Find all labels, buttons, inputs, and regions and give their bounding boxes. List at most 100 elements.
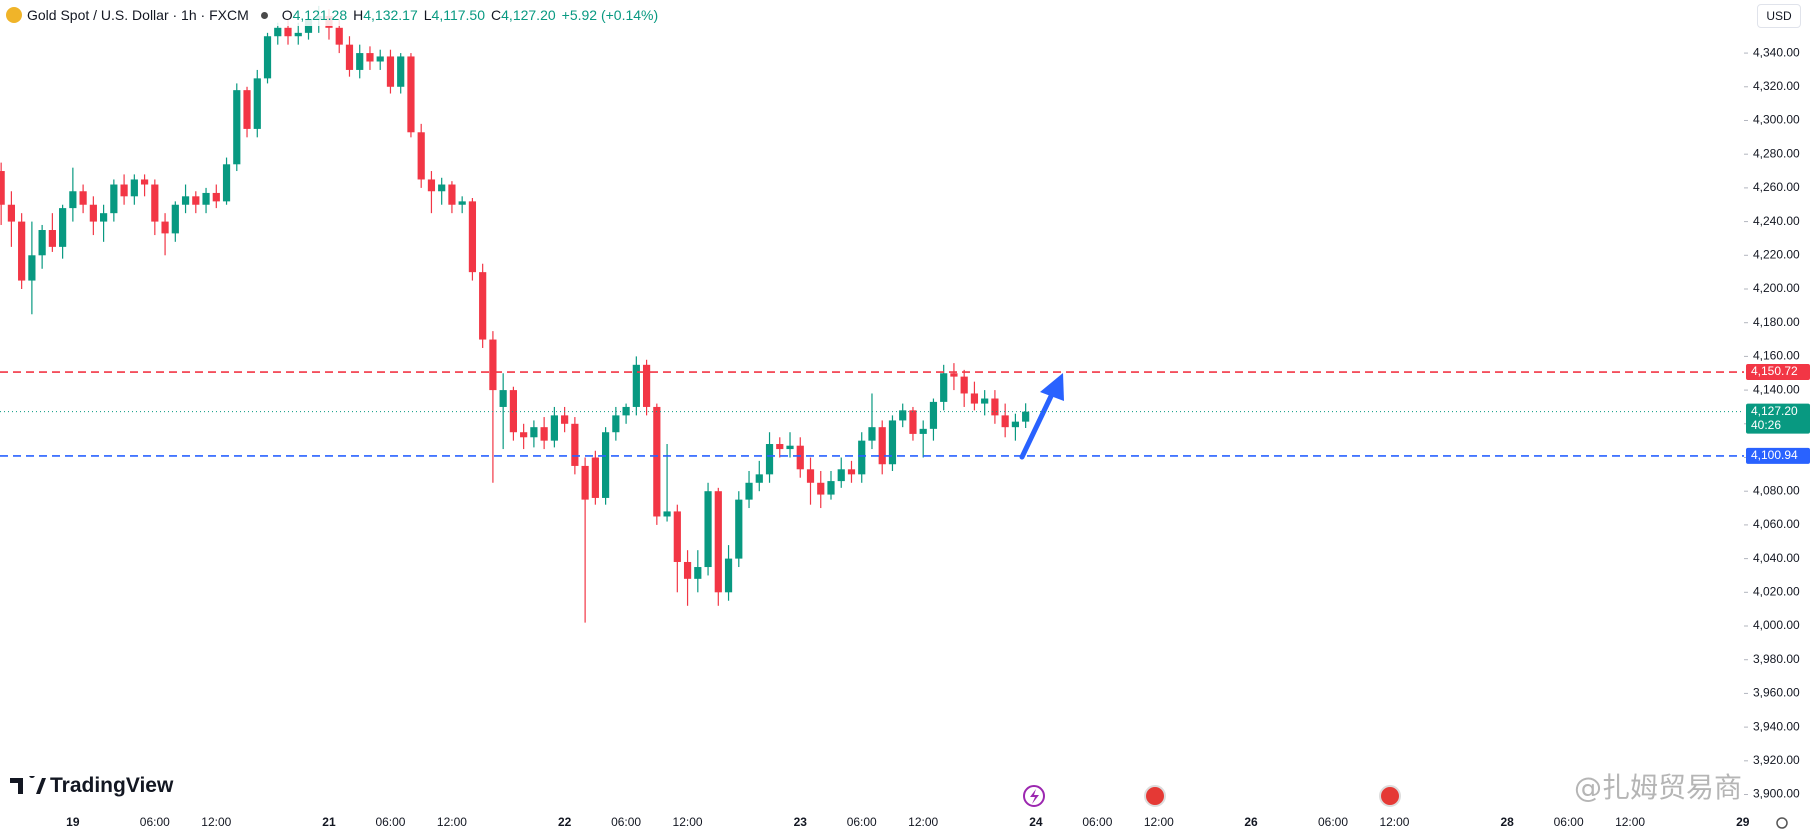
event-icon[interactable] — [1379, 785, 1401, 807]
candle-body — [602, 432, 610, 498]
x-tick-label: 22 — [558, 815, 572, 829]
x-tick-label: 12:00 — [1379, 815, 1409, 829]
event-icon[interactable] — [1144, 785, 1166, 807]
price-label: 4,150.72 — [1751, 364, 1798, 378]
candle-body — [530, 427, 538, 438]
high-value: 4,132.17 — [363, 7, 418, 23]
legend-header: Gold Spot / U.S. Dollar · 1h · FXCM O 4,1… — [6, 4, 659, 26]
open-value: 4,121.28 — [292, 7, 348, 23]
price-label-bg — [1746, 364, 1810, 381]
x-tick-label: 12:00 — [437, 815, 467, 829]
candle-body — [417, 132, 425, 180]
brand-logo[interactable]: TradingView — [10, 774, 173, 798]
candle-body — [69, 191, 77, 209]
x-tick-label: 29 — [1736, 815, 1750, 829]
watermark: @扎姆贸易商 — [1574, 771, 1743, 804]
candle-body — [981, 398, 989, 404]
candle-body — [110, 184, 118, 214]
candle-body — [796, 445, 804, 470]
symbol-name: Gold Spot / U.S. Dollar · 1h · FXCM — [27, 7, 249, 23]
candle-body — [192, 196, 200, 205]
candle-body — [745, 482, 753, 500]
x-tick-label: 06:00 — [375, 815, 405, 829]
price-label: 4,100.94 — [1751, 448, 1798, 462]
symbol-icon — [6, 7, 22, 23]
candle-body — [366, 53, 374, 62]
y-tick-label: 4,040.00 — [1753, 551, 1800, 565]
x-tick-label: 06:00 — [1082, 815, 1112, 829]
settings-icon[interactable] — [1776, 817, 1788, 829]
y-tick-label: 4,160.00 — [1753, 349, 1800, 363]
candle-body — [376, 56, 384, 62]
candle-body — [581, 465, 589, 500]
candle-body — [438, 184, 446, 192]
candle-body — [786, 445, 794, 450]
price-label: 4,127.20 — [1751, 404, 1798, 418]
candle-body — [929, 401, 938, 429]
candle-body — [28, 255, 36, 281]
x-tick-label: 06:00 — [1318, 815, 1348, 829]
candle-body — [765, 444, 774, 475]
y-tick-label: 4,280.00 — [1753, 146, 1800, 160]
candle-body — [499, 390, 507, 407]
x-tick-label: 26 — [1244, 815, 1258, 829]
brand-logo-text: TradingView — [50, 774, 174, 797]
x-tick-label: 12:00 — [201, 815, 231, 829]
price-countdown: 40:26 — [1751, 418, 1781, 432]
y-tick-label: 4,080.00 — [1753, 483, 1800, 497]
candle-body — [202, 192, 210, 205]
close-value: 4,127.20 — [501, 7, 556, 23]
x-tick-label: 06:00 — [1554, 815, 1584, 829]
candle-body — [479, 272, 487, 340]
candle-body — [673, 511, 681, 562]
candle-body — [130, 179, 138, 197]
x-tick-label: 06:00 — [847, 815, 877, 829]
candle-body — [868, 427, 876, 441]
candle-body — [909, 410, 917, 434]
candle-body — [940, 373, 948, 402]
y-tick-label: 4,240.00 — [1753, 214, 1800, 228]
candle-body — [970, 393, 979, 404]
candle-body — [1001, 415, 1009, 428]
candle-body — [520, 432, 528, 438]
currency-button[interactable]: USD — [1757, 4, 1801, 28]
candle-body — [171, 204, 179, 234]
candle-body — [571, 423, 579, 466]
low-label: L — [423, 7, 432, 23]
y-tick-label: 4,180.00 — [1753, 315, 1800, 329]
change-value: +5.92 (+0.14%) — [561, 7, 659, 23]
candle-body — [1022, 411, 1030, 422]
candle-body — [724, 558, 733, 593]
open-label: O — [281, 7, 293, 23]
y-tick-label: 4,220.00 — [1753, 247, 1800, 261]
candle-body — [59, 208, 67, 247]
candle-body — [284, 27, 292, 37]
y-tick-label: 3,940.00 — [1753, 719, 1800, 733]
candle-body — [642, 364, 651, 407]
high-label: H — [353, 7, 364, 23]
candle-body — [489, 339, 497, 391]
candle-body — [48, 230, 56, 247]
candle-body — [448, 184, 456, 205]
candle-body — [612, 415, 620, 433]
candle-body — [653, 406, 661, 517]
x-tick-label: 23 — [794, 815, 808, 829]
candle-body — [632, 364, 640, 407]
low-value: 4,117.50 — [431, 7, 486, 23]
x-tick-label: 28 — [1500, 815, 1514, 829]
candle-body — [263, 36, 272, 79]
price-label-bg — [1746, 447, 1810, 464]
y-tick-label: 4,000.00 — [1753, 618, 1800, 632]
candle-body — [38, 230, 46, 256]
candle-body — [837, 469, 845, 482]
candle-body — [776, 444, 784, 450]
candle-body — [622, 406, 630, 416]
annotation-arrow-head — [1040, 373, 1064, 401]
y-tick-label: 4,340.00 — [1753, 45, 1800, 59]
candle-body — [755, 474, 763, 483]
candle-body — [591, 457, 599, 498]
candle-body — [888, 420, 897, 465]
y-tick-label: 4,260.00 — [1753, 180, 1800, 194]
x-tick-label: 21 — [322, 815, 336, 829]
